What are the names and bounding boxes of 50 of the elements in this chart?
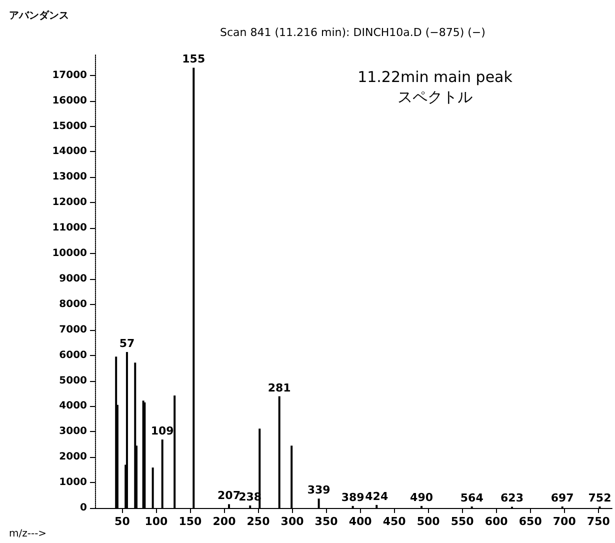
x-tick-label: 450 [382,515,406,528]
chart-title: Scan 841 (11.216 min): DINCH10a.D (−875) (−) [220,26,486,39]
x-tick-label: 700 [552,515,576,528]
y-tick-label: 8000 [59,298,88,310]
annotation: 424 [365,490,388,503]
x-tick-label: 400 [348,515,372,528]
annotation: 155 [182,52,206,66]
x-tick-label: 550 [450,515,474,528]
x-tick-label: 600 [484,515,508,528]
annotation: 697 [550,491,574,504]
x-tick-label: 250 [246,515,270,528]
x-axis-title: m/z---> [9,528,47,540]
y-tick-label: 11000 [52,222,88,234]
annotation: 490 [410,490,434,504]
annotation: 564 [460,491,484,504]
x-tick-label: 150 [178,515,202,528]
y-tick-label: 7000 [59,324,88,336]
x-tick-label: 350 [314,515,338,528]
y-tick-label: 17000 [52,70,88,81]
y-tick-label: 3000 [59,426,88,438]
x-tick-label: 650 [518,515,542,528]
annotation: 623 [500,492,524,505]
annotation: 109 [150,424,174,438]
y-tick-label: 15000 [52,120,88,132]
annotation: 281 [268,381,291,394]
y-tick-label: 9000 [59,273,88,284]
y-tick-label: 12000 [52,197,88,208]
y-tick-label: 2000 [59,452,88,463]
y-tick-label: 13000 [52,172,88,183]
annotation: 11.22min main peak スペクトル [358,68,513,106]
annotation: 389 [341,490,364,504]
y-tick-label: 5000 [59,375,88,386]
y-tick-label: 16000 [52,95,88,106]
y-tick-label: 0 [80,502,88,514]
x-tick-label: 300 [280,515,304,528]
y-tick-label: 14000 [52,146,88,158]
x-tick-label: 200 [212,515,236,528]
x-tick-label: 100 [144,515,168,528]
y-tick-label: 10000 [52,248,88,260]
annotation: 207 [218,489,240,502]
annotation: 752 [588,491,612,504]
annotation: 57 [119,336,135,350]
y-tick-label: 6000 [59,350,88,361]
annotation: 339 [307,484,330,497]
y-tick-label: 1000 [59,477,88,488]
x-tick-label: 750 [586,515,610,528]
y-tick-label: 4000 [59,400,88,412]
y-axis-title: アバンダンス [9,10,69,22]
x-tick-label: 50 [114,515,130,528]
x-tick-label: 500 [416,515,440,528]
